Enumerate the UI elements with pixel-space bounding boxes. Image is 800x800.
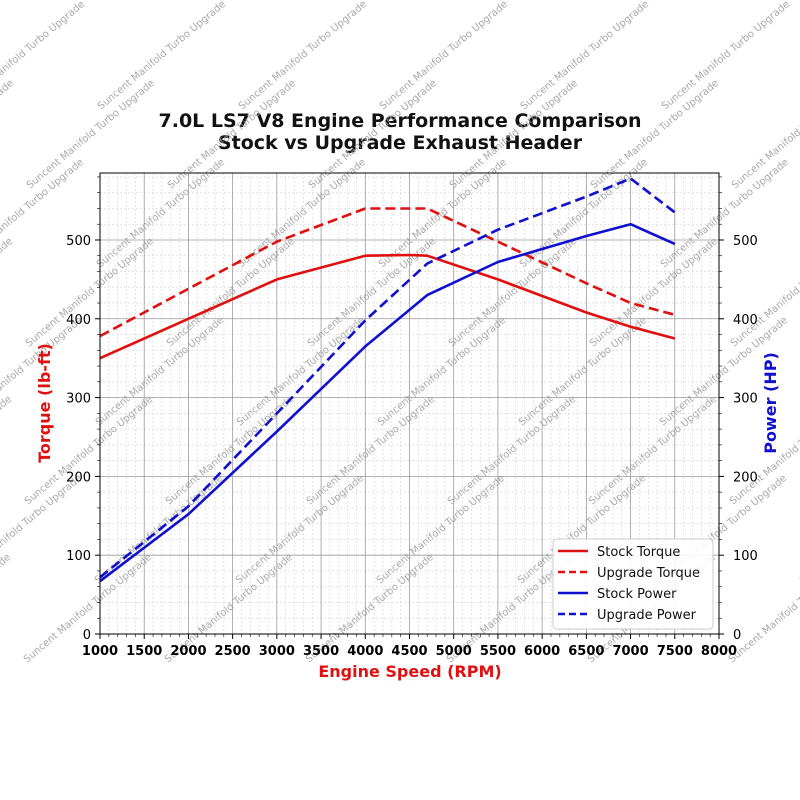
x-tick-label: 1000 <box>82 644 118 659</box>
y-right-tick-label: 300 <box>733 392 758 407</box>
x-tick-label: 3500 <box>303 644 339 659</box>
legend-label-stock-torque: Stock Torque <box>597 545 680 560</box>
watermark-text: Suncent Manifold Turbo Upgrade <box>447 236 579 349</box>
watermark-text: Suncent Manifold Turbo Upgrade <box>306 236 438 349</box>
x-tick-label: 5000 <box>436 644 472 659</box>
series-line-stock-torque <box>99 253 676 360</box>
y-left-tick-label: 100 <box>66 549 91 564</box>
watermark-text: Suncent Manifold Turbo Upgrade <box>234 473 366 586</box>
watermark-text: Suncent Manifold Turbo Upgrade <box>0 0 87 112</box>
chart-subtitle: Stock vs Upgrade Exhaust Header <box>218 132 583 154</box>
x-tick-label: 3000 <box>259 644 295 659</box>
y-left-tick-label: 300 <box>66 392 91 407</box>
x-tick-label: 5500 <box>480 644 516 659</box>
watermark-text: Suncent Manifold Turbo Upgrade <box>659 157 791 270</box>
x-tick-label: 6000 <box>524 644 560 659</box>
x-tick-label: 4500 <box>391 644 427 659</box>
watermark-text: Suncent Manifold Turbo Upgrade <box>378 0 510 112</box>
axis-layer: 1000 1500 2000 2500 3000 3500 4000 4500 5000 5500… <box>66 176 758 659</box>
watermark-text: Suncent Manifold Turbo Upgrade <box>96 0 228 112</box>
watermark-text: Suncent Manifold Turbo Upgrade <box>587 394 719 507</box>
watermark-text: Suncent Manifold Turbo Upgrade <box>517 315 649 428</box>
watermark-text: Suncent Manifold Turbo Upgrade <box>519 0 651 112</box>
watermark-text: Suncent Manifold Turbo Upgrade <box>0 236 15 349</box>
x-tick-label: 6500 <box>568 644 604 659</box>
chart-title: 7.0L LS7 V8 Engine Performance Compariso… <box>159 110 642 132</box>
watermark-text: Suncent Manifold Turbo Upgrade <box>375 473 507 586</box>
y-left-tick-label: 500 <box>66 234 91 249</box>
legend-label-upgrade-power: Upgrade Power <box>597 608 697 623</box>
watermark-text: Suncent Manifold Turbo Upgrade <box>0 78 16 191</box>
watermark-text: Suncent Manifold Turbo Upgrade <box>0 394 14 507</box>
x-tick-label: 2500 <box>215 644 251 659</box>
y-axis-left-label: Torque (lb-ft) <box>35 343 54 463</box>
series-line-upgrade-torque <box>99 207 676 338</box>
y-axis-right-label: Power (HP) <box>761 352 780 454</box>
x-tick-label: 8000 <box>701 644 737 659</box>
legend-box <box>552 538 714 630</box>
watermark-text: Suncent Manifold Turbo Upgrade <box>727 552 800 665</box>
watermark-text: Suncent Manifold Turbo Upgrade <box>24 236 156 349</box>
y-left-tick-label: 0 <box>83 628 91 643</box>
watermark-text: Suncent Manifold Turbo Upgrade <box>164 394 296 507</box>
x-tick-label: 4000 <box>347 644 383 659</box>
y-left-tick-label: 400 <box>66 313 91 328</box>
watermark-text: Suncent Manifold Turbo Upgrade <box>446 394 578 507</box>
legend-label-stock-power: Stock Power <box>597 587 677 602</box>
series-line-stock-power <box>99 222 676 583</box>
series-line-upgrade-power <box>99 177 676 579</box>
watermark-text: Suncent Manifold Turbo Upgrade <box>305 394 437 507</box>
y-left-tick-label: 200 <box>66 470 91 485</box>
y-right-tick-label: 400 <box>733 313 758 328</box>
y-right-tick-label: 100 <box>733 549 758 564</box>
x-tick-label: 7500 <box>657 644 693 659</box>
watermark-text: Suncent Manifold Turbo Upgrade <box>237 0 369 112</box>
x-tick-label: 2000 <box>170 644 206 659</box>
legend-label-upgrade-torque: Upgrade Torque <box>597 566 700 581</box>
x-axis-label: Engine Speed (RPM) <box>318 662 501 681</box>
watermark-text: Suncent Manifold Turbo Upgrade <box>25 78 157 191</box>
y-right-tick-label: 200 <box>733 470 758 485</box>
watermark-text: Suncent Manifold Turbo Upgrade <box>235 315 367 428</box>
legend: Stock Torque Upgrade Torque Stock Power Upg… <box>552 538 714 630</box>
y-right-tick-label: 500 <box>733 234 758 249</box>
x-tick-label: 7000 <box>612 644 648 659</box>
watermark-text: Suncent Manifold Turbo Upgrade <box>95 157 227 270</box>
watermark-text: Suncent Manifold Turbo Upgrade <box>0 552 13 665</box>
series-layer <box>99 177 676 583</box>
y-right-tick-label: 0 <box>733 628 741 643</box>
x-tick-label: 1500 <box>126 644 162 659</box>
watermark-text: Suncent Manifold Turbo Upgrade <box>660 0 792 112</box>
watermark-text: Suncent Manifold Turbo Upgrade <box>376 315 508 428</box>
